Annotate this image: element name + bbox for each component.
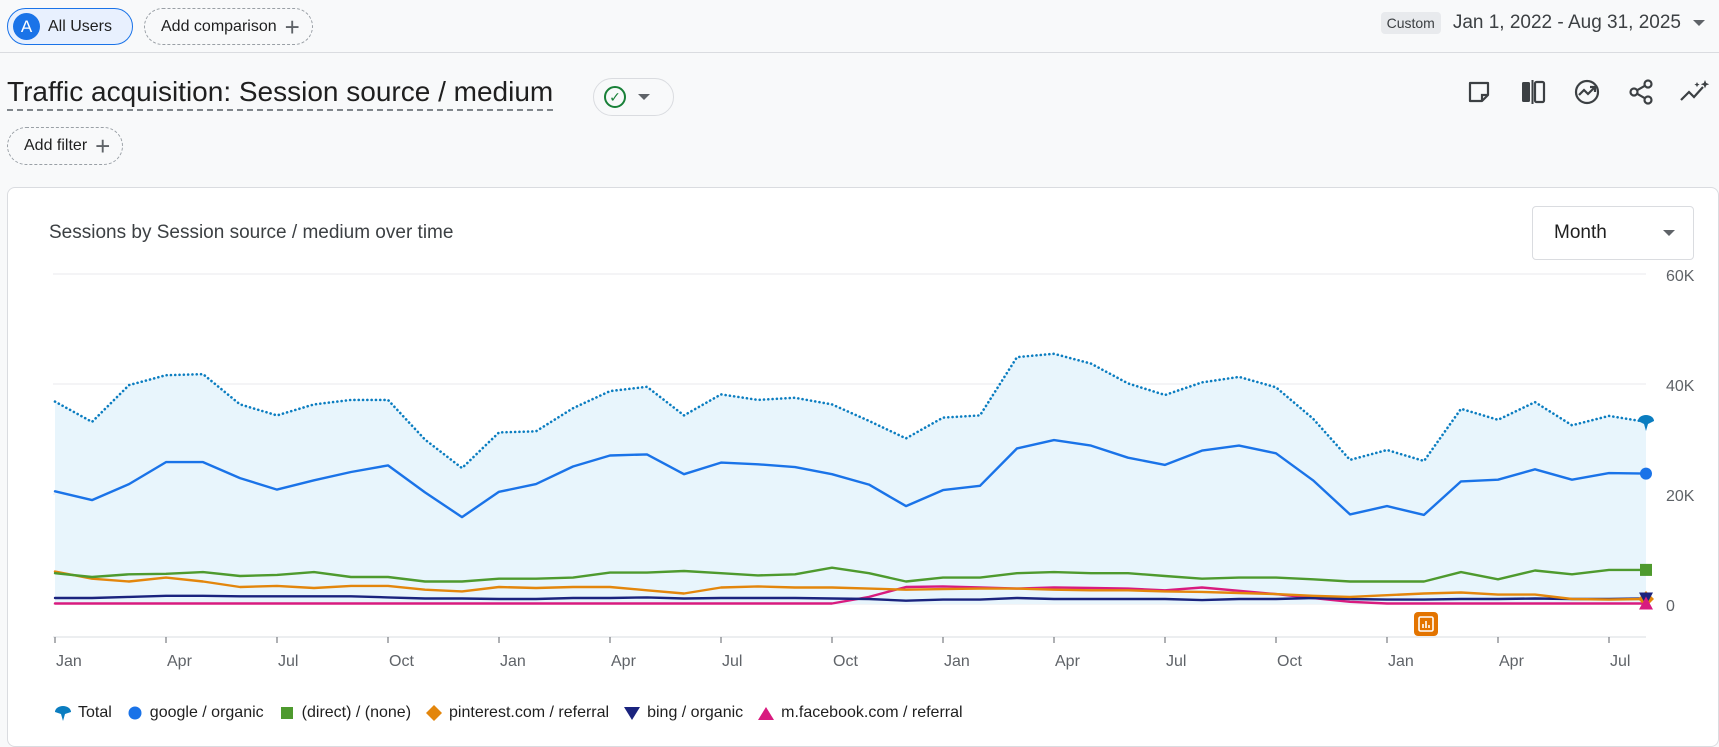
date-range-text: Jan 1, 2022 - Aug 31, 2025 xyxy=(1452,12,1681,33)
check-circle-icon: ✓ xyxy=(604,86,626,108)
x-tick-label: Jan xyxy=(56,653,82,670)
x-tick-label: Jul xyxy=(1166,653,1186,670)
page-title[interactable]: Traffic acquisition: Session source / me… xyxy=(7,76,554,111)
series-line-bing-organic xyxy=(53,594,1648,602)
chart-legend: Total google / organic (direct) / (none) pi… xyxy=(54,704,963,722)
chart-title: Sessions by Session source / medium over… xyxy=(49,222,454,243)
x-tick-label: Oct xyxy=(389,653,414,670)
y-tick-label: 60K xyxy=(1666,268,1695,285)
x-tick-label: Jul xyxy=(722,653,742,670)
series-line-pinterest-com-referral xyxy=(53,570,1648,601)
report-toolbar xyxy=(1463,76,1711,108)
series-line-m-facebook-com-referral xyxy=(53,585,1648,605)
legend-label: Total xyxy=(78,704,112,721)
x-tick-label: Jan xyxy=(1388,653,1414,670)
legend-item[interactable]: (direct) / (none) xyxy=(278,704,411,722)
plus-icon: + xyxy=(95,131,111,161)
legend-marker-diamond xyxy=(426,705,443,721)
y-tick-label: 40K xyxy=(1666,378,1695,395)
segment-avatar: A xyxy=(13,13,40,40)
legend-label: m.facebook.com / referral xyxy=(781,704,963,721)
legend-label: (direct) / (none) xyxy=(301,704,412,721)
note-icon[interactable] xyxy=(1463,76,1495,108)
legend-marker-pin xyxy=(55,706,71,721)
x-tick-label: Apr xyxy=(167,653,193,670)
segment-chip-all-users[interactable]: A All Users xyxy=(7,8,133,45)
x-tick-label: Jan xyxy=(944,653,970,670)
annotation-icon-glyph xyxy=(1418,616,1434,632)
add-filter-button[interactable]: Add filter + xyxy=(7,127,124,165)
legend-item[interactable]: Total xyxy=(54,704,112,722)
insights-icon[interactable] xyxy=(1571,76,1603,108)
add-comparison-button[interactable]: Add comparison + xyxy=(144,8,313,45)
x-tick-label: Apr xyxy=(1055,653,1081,670)
plus-icon: + xyxy=(284,11,300,42)
legend-marker-square xyxy=(280,707,293,719)
series-line-google-organic xyxy=(53,438,1648,519)
legend-item[interactable]: bing / organic xyxy=(623,704,743,722)
legend-marker-triangle-up xyxy=(758,707,775,720)
chevron-down-icon[interactable] xyxy=(1693,20,1705,26)
legend-item[interactable]: m.facebook.com / referral xyxy=(757,704,963,722)
series-end-marker xyxy=(1640,563,1652,576)
legend-item[interactable]: google / organic xyxy=(126,704,264,722)
series-line-total xyxy=(53,352,1648,470)
date-custom-badge: Custom xyxy=(1380,12,1441,34)
y-tick-label: 0 xyxy=(1666,598,1675,615)
series-line--direct-none- xyxy=(53,566,1648,583)
legend-label: google / organic xyxy=(149,704,264,721)
series-end-marker xyxy=(1639,596,1653,610)
legend-marker-circle xyxy=(128,706,142,720)
legend-label: bing / organic xyxy=(647,704,744,721)
top-bar: A All Users Add comparison + Custom Jan … xyxy=(0,0,1719,53)
series-end-marker xyxy=(1640,467,1652,480)
add-comparison-label: Add comparison xyxy=(161,17,277,35)
legend-label: pinterest.com / referral xyxy=(449,704,610,721)
granularity-select[interactable]: Month xyxy=(1532,206,1694,260)
x-tick-label: Apr xyxy=(1499,653,1525,670)
legend-item[interactable]: pinterest.com / referral xyxy=(425,704,609,722)
segment-label: All Users xyxy=(48,17,113,35)
chevron-down-icon xyxy=(1663,230,1675,236)
x-tick-label: Apr xyxy=(611,653,637,670)
x-tick-label: Oct xyxy=(1277,653,1302,670)
y-tick-label: 20K xyxy=(1666,488,1695,505)
report-status-dropdown[interactable]: ✓ xyxy=(593,78,674,116)
x-tick-label: Jan xyxy=(500,653,526,670)
trend-sparkle-icon[interactable] xyxy=(1679,76,1711,108)
share-icon[interactable] xyxy=(1625,76,1657,108)
compare-icon[interactable] xyxy=(1517,76,1549,108)
date-range-picker[interactable]: Custom Jan 1, 2022 - Aug 31, 2025 xyxy=(1380,12,1705,34)
series-end-marker xyxy=(1638,414,1654,431)
add-filter-label: Add filter xyxy=(24,137,88,154)
legend-marker-triangle-down xyxy=(624,707,641,720)
granularity-value: Month xyxy=(1554,222,1607,243)
chevron-down-icon xyxy=(638,94,650,100)
x-tick-label: Oct xyxy=(833,653,858,670)
x-tick-label: Jul xyxy=(1610,653,1630,670)
x-tick-label: Jul xyxy=(278,653,298,670)
